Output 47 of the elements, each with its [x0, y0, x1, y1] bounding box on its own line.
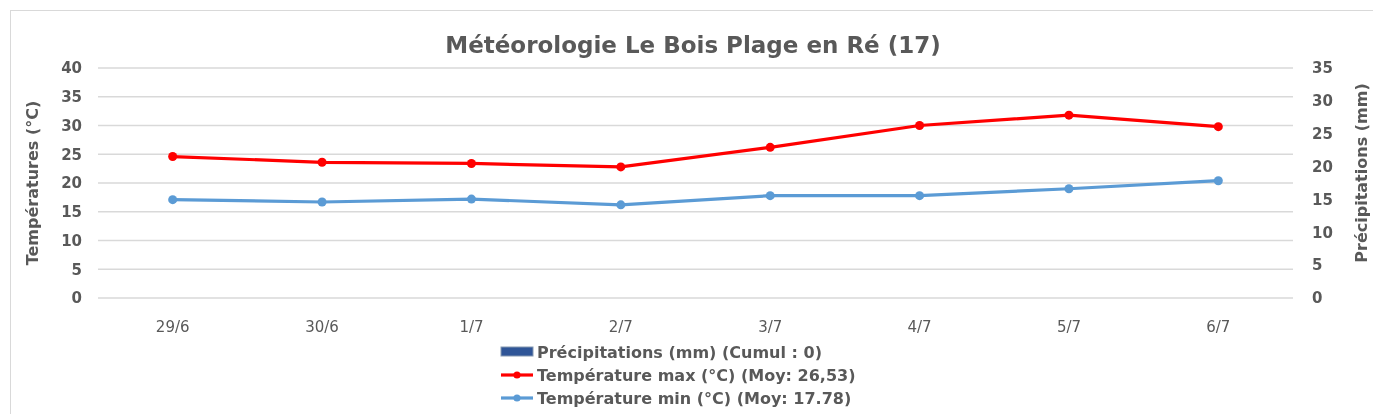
y2-tick-label: 35: [1312, 59, 1333, 78]
point: [1213, 176, 1223, 186]
y-axis-title: Températures (°C): [23, 100, 42, 266]
y-tick-label: 35: [61, 88, 82, 107]
legend-label: Température min (°C) (Moy: 17.78): [537, 389, 852, 408]
y2-tick-label: 30: [1312, 92, 1333, 111]
y-tick-label: 15: [61, 203, 82, 222]
point: [915, 191, 925, 201]
x-tick-label: 2/7: [608, 317, 633, 336]
y2-tick-label: 10: [1312, 223, 1333, 242]
y-tick-label: 20: [61, 174, 82, 193]
y2-tick-label: 15: [1312, 190, 1333, 209]
point: [317, 197, 327, 207]
y2-axis-title: Précipitations (mm): [1352, 83, 1371, 263]
chart-title: Météorologie Le Bois Plage en Ré (17): [445, 32, 941, 58]
point: [466, 194, 476, 204]
x-tick-label: 6/7: [1206, 317, 1231, 336]
y-tick-label: 30: [61, 116, 82, 135]
x-tick-label: 1/7: [459, 317, 484, 336]
point: [1064, 110, 1074, 120]
point: [466, 158, 476, 168]
x-tick-label: 4/7: [907, 317, 932, 336]
y-tick-label: 0: [71, 289, 82, 308]
x-tick-label: 29/6: [155, 317, 190, 336]
y2-tick-label: 5: [1312, 256, 1323, 275]
y-tick-label: 5: [71, 260, 82, 279]
x-tick-label: 5/7: [1056, 317, 1082, 336]
point: [1064, 184, 1074, 194]
y-tick-label: 10: [61, 231, 82, 250]
point: [317, 157, 327, 167]
point: [915, 120, 925, 131]
x-tick-label: 3/7: [758, 317, 783, 336]
point: [168, 195, 178, 205]
legend-label: Température max (°C) (Moy: 26,53): [537, 366, 856, 385]
y2-tick-label: 0: [1312, 289, 1323, 308]
x-tick-label: 30/6: [305, 317, 339, 336]
point: [616, 162, 626, 172]
point: [616, 200, 626, 210]
y-tick-label: 25: [61, 145, 82, 164]
point: [765, 142, 775, 152]
point: [1213, 122, 1223, 132]
y2-tick-label: 20: [1312, 157, 1333, 176]
point: [168, 152, 178, 162]
point: [765, 191, 775, 201]
y2-tick-label: 25: [1312, 125, 1333, 144]
y-tick-label: 40: [61, 59, 82, 78]
legend-label: Précipitations (mm) (Cumul : 0): [537, 343, 822, 362]
